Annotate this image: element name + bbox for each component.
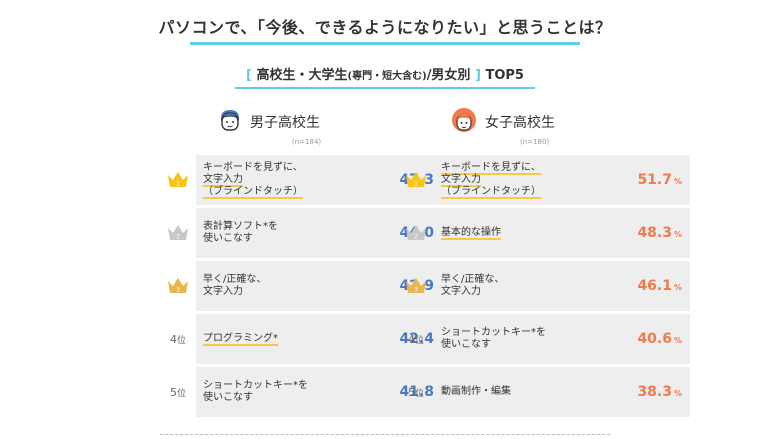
rank-badge: 3 [160, 261, 196, 311]
crown-rank-number: 1 [176, 181, 180, 188]
crown-rank-number: 2 [176, 234, 180, 241]
item-label: 基本的な操作 [441, 227, 501, 240]
bottom-divider [160, 434, 610, 435]
value-label: 38.3% [637, 384, 682, 400]
title-underline [190, 42, 580, 45]
item-label: ショートカットキー*を 使いこなす [203, 380, 308, 403]
crown-rank-number: 3 [414, 287, 418, 294]
rank-label: 4位 [407, 332, 424, 346]
rank-badge: 4位 [160, 314, 196, 364]
item-label: ショートカットキー*を 使いこなす [441, 327, 546, 350]
item-label: 動画制作・編集 [441, 386, 511, 397]
value-label: 40.6% [637, 331, 682, 347]
crown-icon: 2 [406, 225, 426, 241]
crown-icon: 2 [168, 225, 188, 241]
item-label: キーボードを見ずに、 文字入力 （ブラインドタッチ） [203, 162, 303, 199]
subtitle-bracket-open: [ [246, 68, 252, 83]
female-rank-row: 2 基本的な操作 48.3% [398, 208, 698, 258]
rank-cell: ショートカットキー*を 使いこなす 40.6% [434, 314, 690, 364]
female-rank-row: 4位 ショートカットキー*を 使いこなす 40.6% [398, 314, 698, 364]
male-header: 男子高校生 (n=184) [160, 100, 460, 148]
crown-icon: 1 [406, 172, 426, 188]
value-label: 46.1% [637, 278, 682, 294]
subtitle-main: 高校生・大学生 [256, 68, 348, 83]
rank-label: 5位 [407, 385, 424, 399]
male-sample-size: (n=184) [292, 138, 322, 146]
female-rank-row: 5位 動画制作・編集 38.3% [398, 367, 698, 417]
girl-face-icon [452, 108, 476, 132]
crown-rank-number: 2 [414, 234, 418, 241]
male-group-name: 男子高校生 [250, 115, 320, 131]
rank-badge: 1 [398, 155, 434, 205]
female-sample-size: (n=180) [520, 138, 550, 146]
subtitle-paren: (専門・短大含む) [347, 71, 427, 82]
value-label: 51.7% [637, 172, 682, 188]
rank-cell: プログラミング*42.4% [196, 314, 452, 364]
crown-icon: 3 [406, 278, 426, 294]
crown-icon: 1 [168, 172, 188, 188]
rank-cell: 基本的な操作 48.3% [434, 208, 690, 258]
rank-label: 4位 [169, 332, 186, 346]
item-label: キーボードを見ずに、 文字入力 （ブラインドタッチ） [441, 162, 541, 199]
rank-cell: 動画制作・編集 38.3% [434, 367, 690, 417]
female-group-name: 女子高校生 [485, 115, 555, 131]
rank-badge: 1 [160, 155, 196, 205]
rank-cell: 早く/正確な、 文字入力 46.1% [434, 261, 690, 311]
rank-badge: 4位 [398, 314, 434, 364]
rank-label: 5位 [169, 385, 186, 399]
rank-badge: 3 [398, 261, 434, 311]
boy-face-icon [220, 110, 240, 131]
subtitle: [ 高校生・大学生(専門・短大含む)/男女別 ] TOP5 [0, 64, 770, 83]
item-label: 早く/正確な、 文字入力 [203, 274, 267, 297]
item-label: 早く/正確な、 文字入力 [441, 274, 505, 297]
value-label: 48.3% [637, 225, 682, 241]
rank-badge: 5位 [398, 367, 434, 417]
item-label: プログラミング* [203, 333, 278, 346]
item-label: 表計算ソフト*を 使いこなす [203, 221, 278, 244]
rank-cell: キーボードを見ずに、 文字入力 （ブラインドタッチ） 51.7% [434, 155, 690, 205]
crown-icon: 3 [168, 278, 188, 294]
subtitle-rest: /男女別 [426, 68, 471, 83]
subtitle-underline [235, 87, 535, 89]
page-title: パソコンで、「今後、できるようになりたい」と思うことは？ [158, 18, 612, 37]
female-rank-row: 3 早く/正確な、 文字入力 46.1% [398, 261, 698, 311]
female-header: 女子高校生 (n=180) [398, 100, 698, 148]
subtitle-bracket-close: ] [474, 68, 481, 83]
rank-badge: 2 [398, 208, 434, 258]
crown-rank-number: 1 [414, 181, 418, 188]
female-rank-row: 1 キーボードを見ずに、 文字入力 （ブラインドタッチ） 51.7% [398, 155, 698, 205]
crown-rank-number: 3 [176, 287, 180, 294]
rank-badge: 5位 [160, 367, 196, 417]
rank-badge: 2 [160, 208, 196, 258]
subtitle-top: TOP5 [485, 68, 524, 83]
